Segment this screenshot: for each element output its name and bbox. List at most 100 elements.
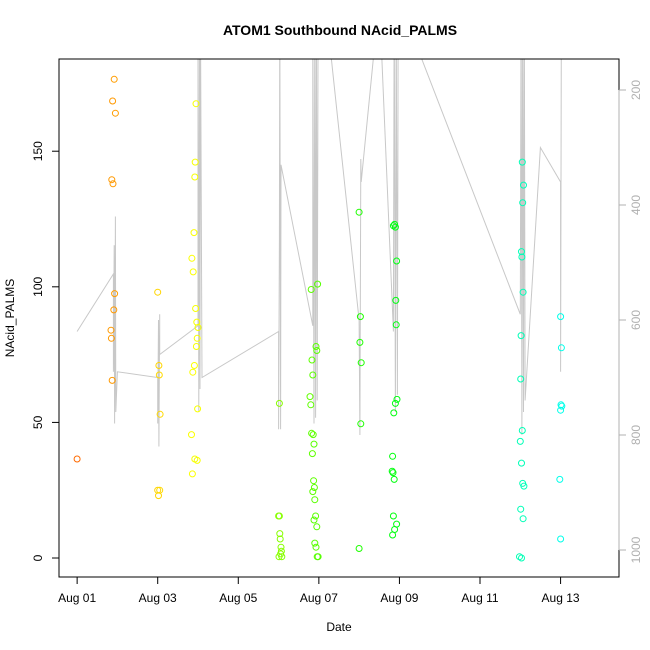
data-point — [516, 553, 523, 561]
data-point — [557, 313, 565, 321]
data-point — [109, 97, 117, 105]
data-point — [557, 344, 565, 352]
data-point — [355, 545, 363, 552]
data-point — [275, 512, 283, 520]
data-point — [188, 431, 195, 439]
plot-frame — [58, 58, 620, 578]
data-point — [156, 486, 164, 494]
data-point — [312, 543, 320, 551]
data-point — [189, 268, 197, 276]
data-point — [308, 356, 316, 364]
data-point — [107, 326, 115, 334]
data-point — [392, 321, 400, 329]
data-point — [520, 181, 527, 189]
data-point — [392, 296, 400, 304]
data-point — [278, 553, 286, 561]
y-tick-label: 100 — [31, 276, 45, 296]
x-tick-label: Aug 11 — [461, 591, 498, 605]
y2-tick-label: 600 — [629, 310, 643, 330]
data-point — [520, 482, 528, 490]
data-point — [311, 539, 319, 547]
data-point — [313, 347, 321, 354]
x-axis: Aug 01 Aug 03 Aug 05 Aug 07 Aug 09 Aug 11 Aug … — [58, 576, 580, 605]
data-point — [314, 553, 322, 561]
data-point — [110, 306, 118, 314]
data-point — [389, 512, 397, 520]
data-point — [155, 362, 163, 369]
data-point — [192, 305, 200, 312]
data-point — [310, 484, 318, 491]
y-axis-label: NAcid_PALMS — [3, 279, 17, 357]
data-point — [518, 158, 526, 166]
data-point — [307, 286, 315, 293]
secondary-y-axis: 200 400 600 800 1000 — [618, 80, 643, 563]
data-point — [191, 173, 199, 181]
y-tick-label: 150 — [31, 141, 45, 161]
data-point — [389, 531, 397, 539]
chart-title: ATOM1 Southbound NAcid_PALMS — [223, 22, 457, 38]
x-tick-label: Aug 13 — [542, 591, 580, 605]
data-point — [517, 505, 525, 513]
data-point — [275, 399, 283, 407]
data-point — [518, 253, 526, 261]
y2-tick-label: 200 — [629, 80, 643, 100]
altitude-track-layer — [76, 59, 562, 447]
data-point — [307, 401, 315, 409]
data-point — [519, 288, 527, 296]
data-point — [111, 290, 119, 298]
y-axis: 0 50 100 150 — [31, 141, 60, 561]
data-point — [389, 452, 397, 460]
data-point — [393, 257, 401, 265]
data-point — [190, 229, 198, 237]
x-tick-label: Aug 03 — [139, 591, 177, 605]
data-point — [276, 535, 284, 543]
data-point — [188, 254, 196, 262]
data-point — [357, 420, 365, 428]
data-point — [194, 324, 202, 331]
data-point — [357, 359, 365, 367]
data-point — [389, 469, 397, 477]
data-point — [310, 440, 318, 448]
data-point — [194, 405, 202, 413]
y2-tick-label: 1000 — [629, 536, 643, 563]
data-point — [277, 543, 285, 551]
data-point — [389, 222, 397, 230]
x-tick-label: Aug 05 — [219, 591, 257, 605]
data-point — [108, 376, 116, 384]
data-point — [519, 199, 527, 207]
points-layer — [73, 75, 566, 562]
x-tick-label: Aug 09 — [380, 591, 418, 605]
data-point — [188, 470, 196, 478]
data-point — [275, 553, 283, 561]
data-point — [518, 554, 525, 562]
data-point — [311, 496, 319, 504]
data-point — [155, 371, 163, 379]
x-axis-label: Date — [326, 620, 352, 634]
data-point — [557, 535, 565, 543]
data-point — [314, 280, 322, 288]
data-point — [391, 223, 399, 231]
data-point — [309, 371, 317, 379]
data-point — [312, 512, 320, 520]
data-point — [192, 100, 200, 108]
data-point — [308, 450, 316, 458]
data-point — [393, 395, 401, 403]
data-point — [519, 515, 527, 523]
data-point — [306, 393, 314, 401]
data-point — [190, 362, 198, 369]
data-point — [388, 467, 396, 475]
x-tick-label: Aug 07 — [300, 591, 338, 605]
data-point — [191, 158, 199, 166]
data-point — [356, 338, 364, 346]
data-point — [109, 180, 117, 188]
data-point — [516, 437, 524, 445]
data-point — [192, 343, 200, 350]
y-tick-label: 0 — [31, 554, 45, 561]
data-point — [312, 343, 320, 350]
y-tick-label: 50 — [31, 415, 45, 429]
data-point — [356, 313, 364, 321]
data-point — [154, 486, 162, 494]
data-point — [193, 456, 201, 464]
y2-tick-label: 800 — [629, 425, 643, 445]
